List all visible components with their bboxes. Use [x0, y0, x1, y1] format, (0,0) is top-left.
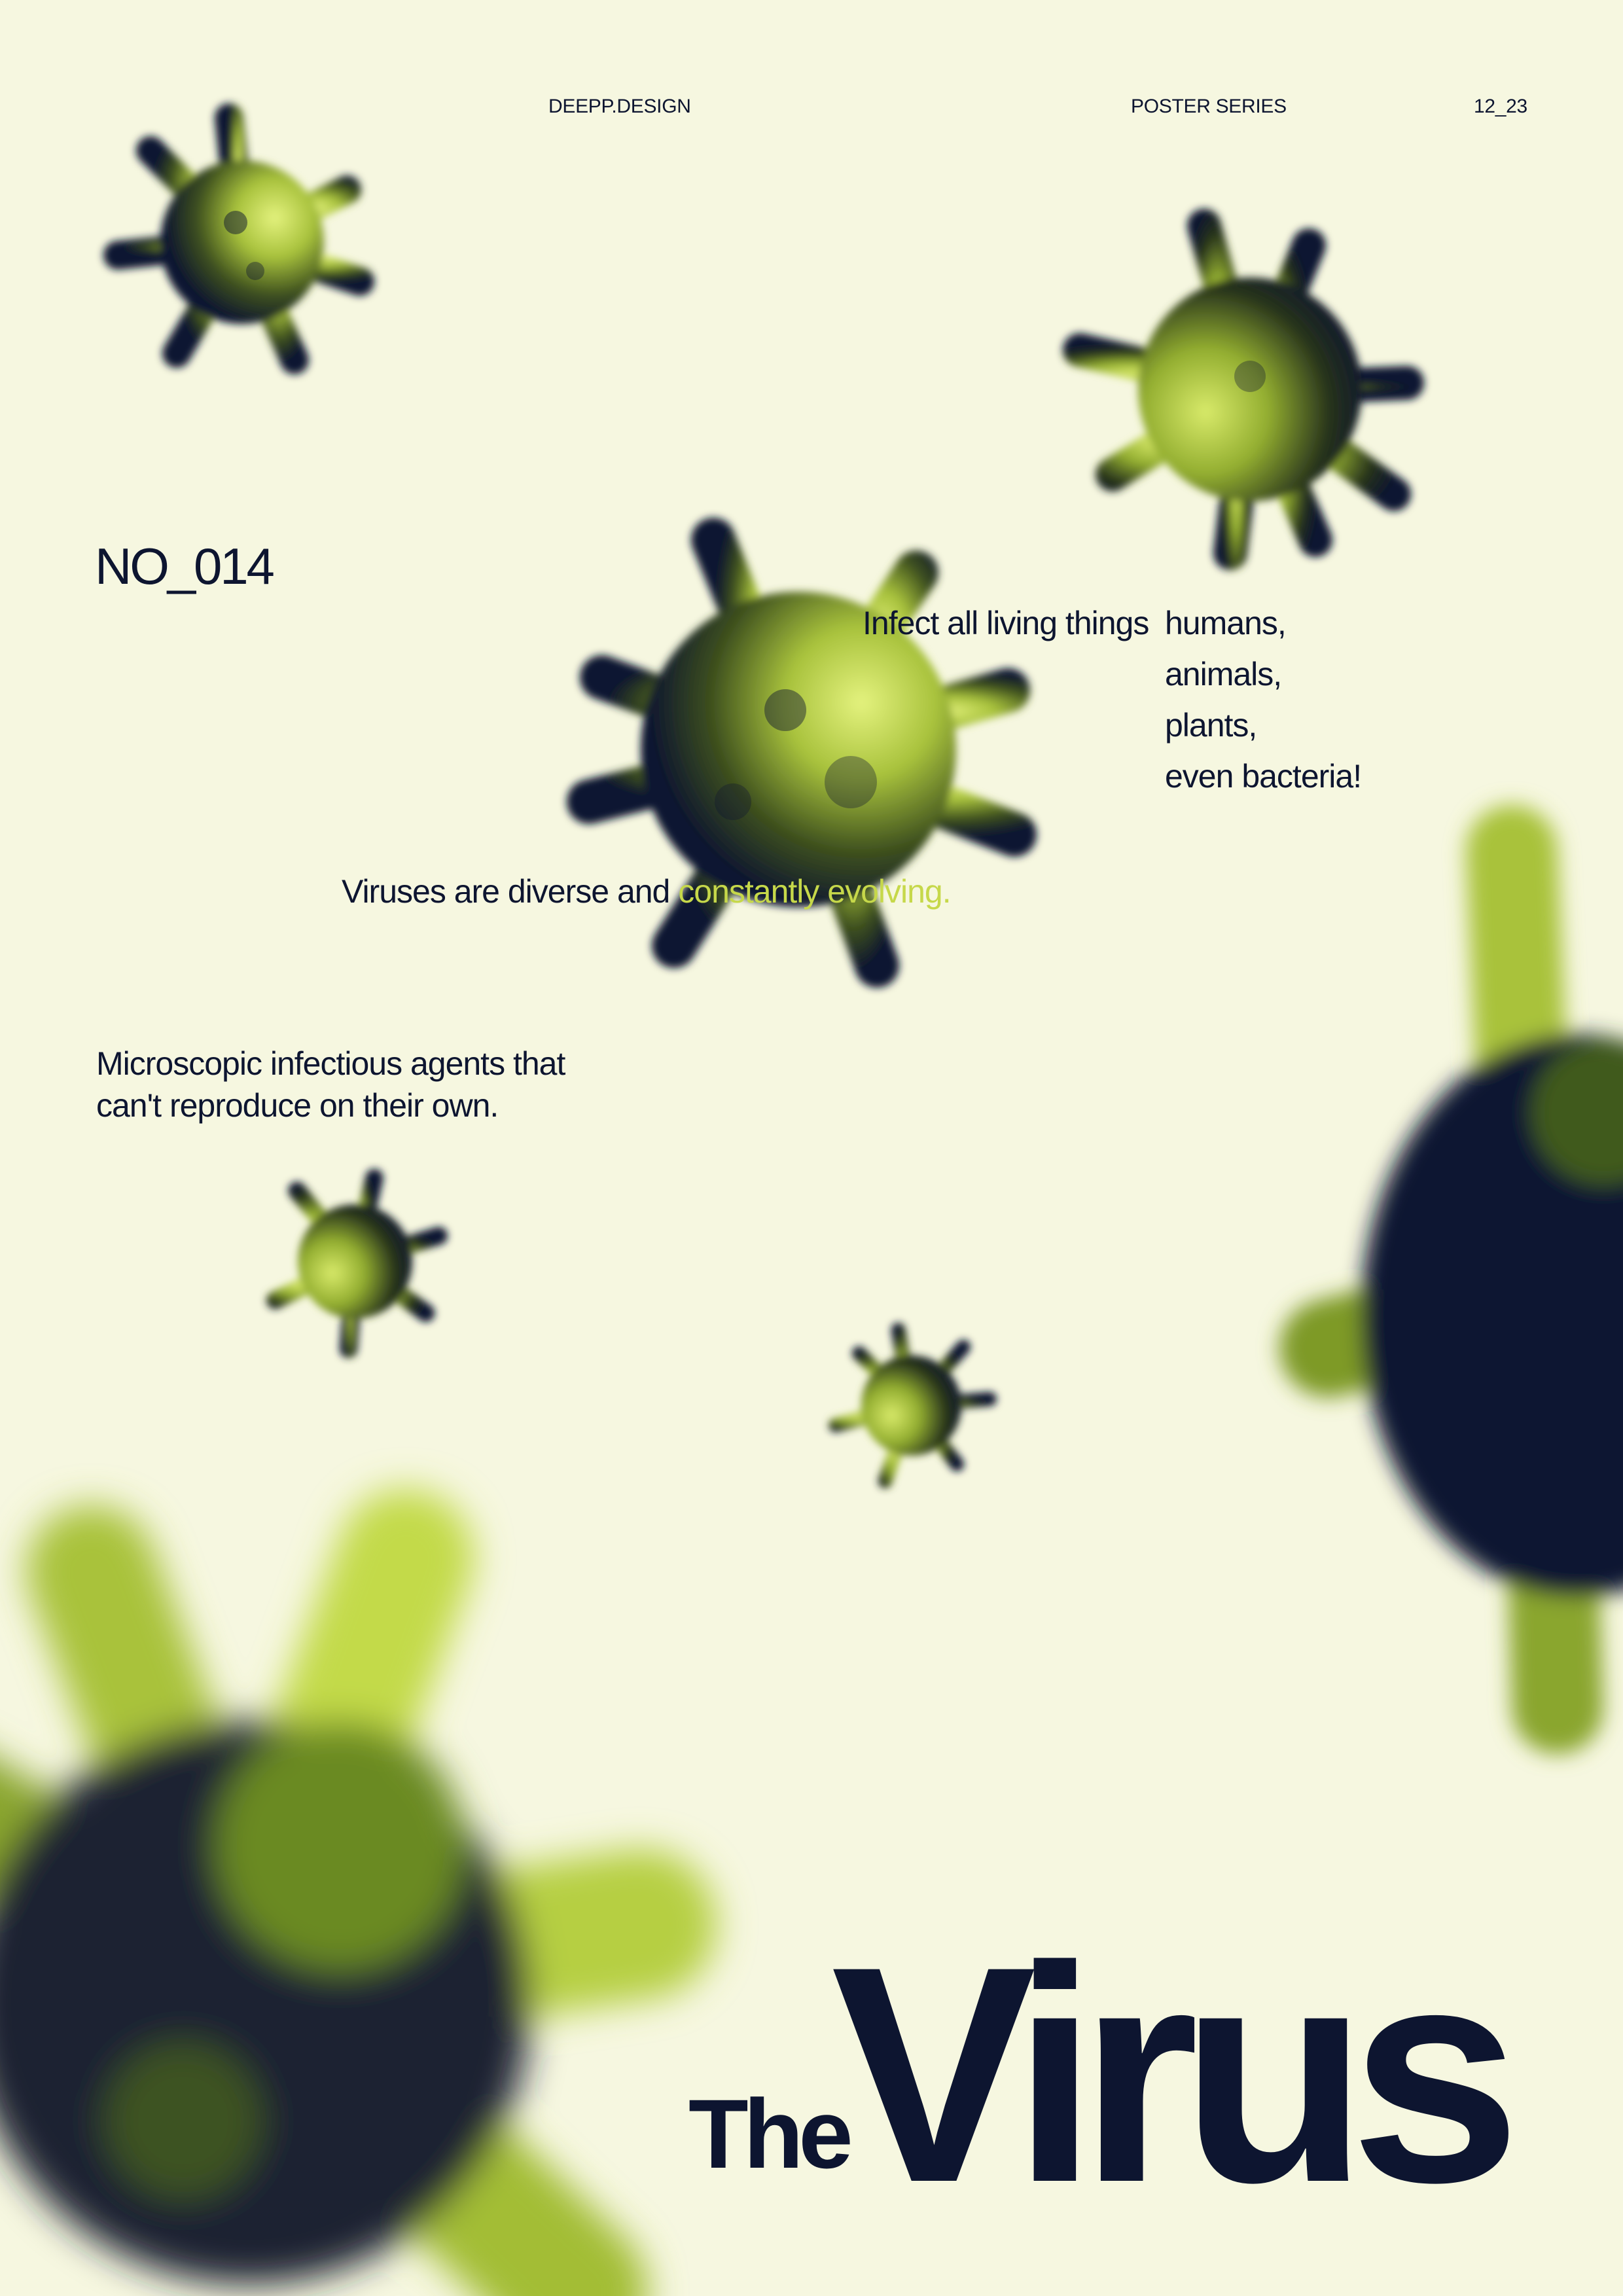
date-label: 12_23: [1474, 96, 1527, 117]
definition-line: can't reproduce on their own.: [96, 1087, 499, 1124]
infect-item: humans,: [1165, 605, 1287, 641]
infect-list: humans, animals, plants, even bacteria!: [1165, 598, 1362, 802]
series-label: POSTER SERIES: [1131, 96, 1287, 117]
definition-line: Microscopic infectious agents that: [96, 1045, 565, 1082]
diverse-statement: Viruses are diverse and constantly evolv…: [342, 866, 952, 917]
virus-illustration-small-center: [828, 1322, 997, 1489]
virus-illustration-center: [567, 518, 1037, 988]
virus-illustration-top-right: [1063, 209, 1424, 570]
virus-illustration-right-blurred: [1279, 805, 1623, 1754]
title-the: The: [688, 2079, 853, 2189]
title-virus: Virus: [831, 1903, 1521, 2246]
infect-item: even bacteria!: [1165, 758, 1362, 795]
poster-number: NO_014: [95, 537, 275, 595]
diverse-accent-text: constantly evolving.: [678, 873, 951, 910]
diverse-plain-text: Viruses are diverse and: [342, 873, 679, 910]
definition-text: Microscopic infectious agents that can't…: [96, 1043, 565, 1126]
infect-item: animals,: [1165, 656, 1282, 692]
infect-lead-text: Infect all living things: [863, 605, 1149, 641]
studio-label: DEEPP.DESIGN: [548, 96, 691, 117]
infect-item: plants,: [1165, 707, 1257, 744]
virus-illustration-small-left: [266, 1168, 448, 1358]
virus-illustration-top-left: [103, 103, 374, 374]
virus-illustration-bottom-left-blurred: [0, 1489, 717, 2296]
